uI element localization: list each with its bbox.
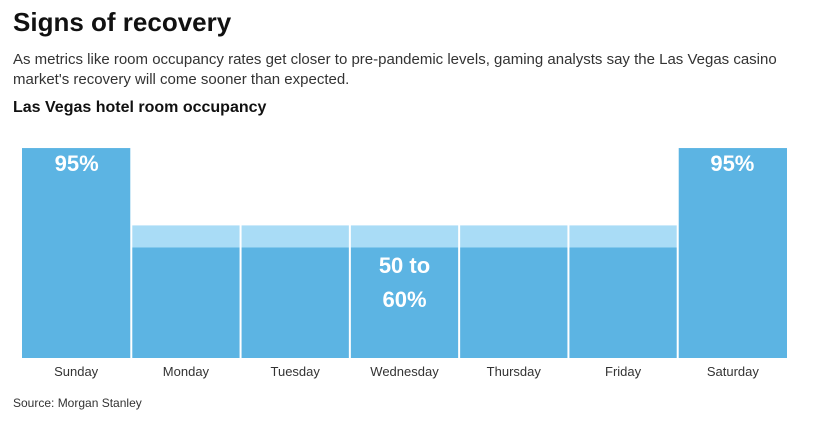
bar-monday bbox=[132, 247, 240, 358]
data-label-wednesday-1: 60% bbox=[382, 287, 426, 312]
bar-sunday bbox=[22, 148, 131, 358]
data-label-sunday-0: 95% bbox=[55, 151, 99, 176]
chart-subtitle: As metrics like room occupancy rates get… bbox=[13, 51, 777, 88]
range-band-monday bbox=[132, 225, 240, 248]
bar-wednesday bbox=[350, 247, 459, 358]
bars-layer bbox=[22, 148, 787, 358]
bar-saturday bbox=[678, 148, 787, 358]
tick-label-monday: Monday bbox=[163, 364, 210, 379]
chart-heading: Signs of recovery bbox=[13, 7, 232, 37]
tick-label-thursday: Thursday bbox=[487, 364, 542, 379]
tick-label-saturday: Saturday bbox=[707, 364, 760, 379]
bar-friday bbox=[569, 247, 677, 358]
tick-label-tuesday: Tuesday bbox=[271, 364, 321, 379]
data-labels-layer: 95% 50 to 60% 95% bbox=[55, 151, 755, 312]
bar-thursday bbox=[460, 247, 568, 358]
data-label-saturday-0: 95% bbox=[710, 151, 754, 176]
source-note: Source: Morgan Stanley bbox=[13, 396, 142, 410]
range-band-tuesday bbox=[241, 225, 349, 248]
data-label-wednesday-0: 50 to bbox=[379, 253, 430, 278]
tick-label-friday: Friday bbox=[605, 364, 642, 379]
chart-title: Las Vegas hotel room occupancy bbox=[13, 99, 267, 116]
bar-tuesday bbox=[241, 247, 349, 358]
range-band-thursday bbox=[460, 225, 568, 248]
tick-label-sunday: Sunday bbox=[54, 364, 99, 379]
x-axis-ticks: Sunday Monday Tuesday Wednesday Thursday Frid… bbox=[54, 364, 759, 379]
range-band-friday bbox=[569, 225, 677, 248]
tick-label-wednesday: Wednesday bbox=[370, 364, 439, 379]
range-band-wednesday bbox=[350, 225, 459, 248]
